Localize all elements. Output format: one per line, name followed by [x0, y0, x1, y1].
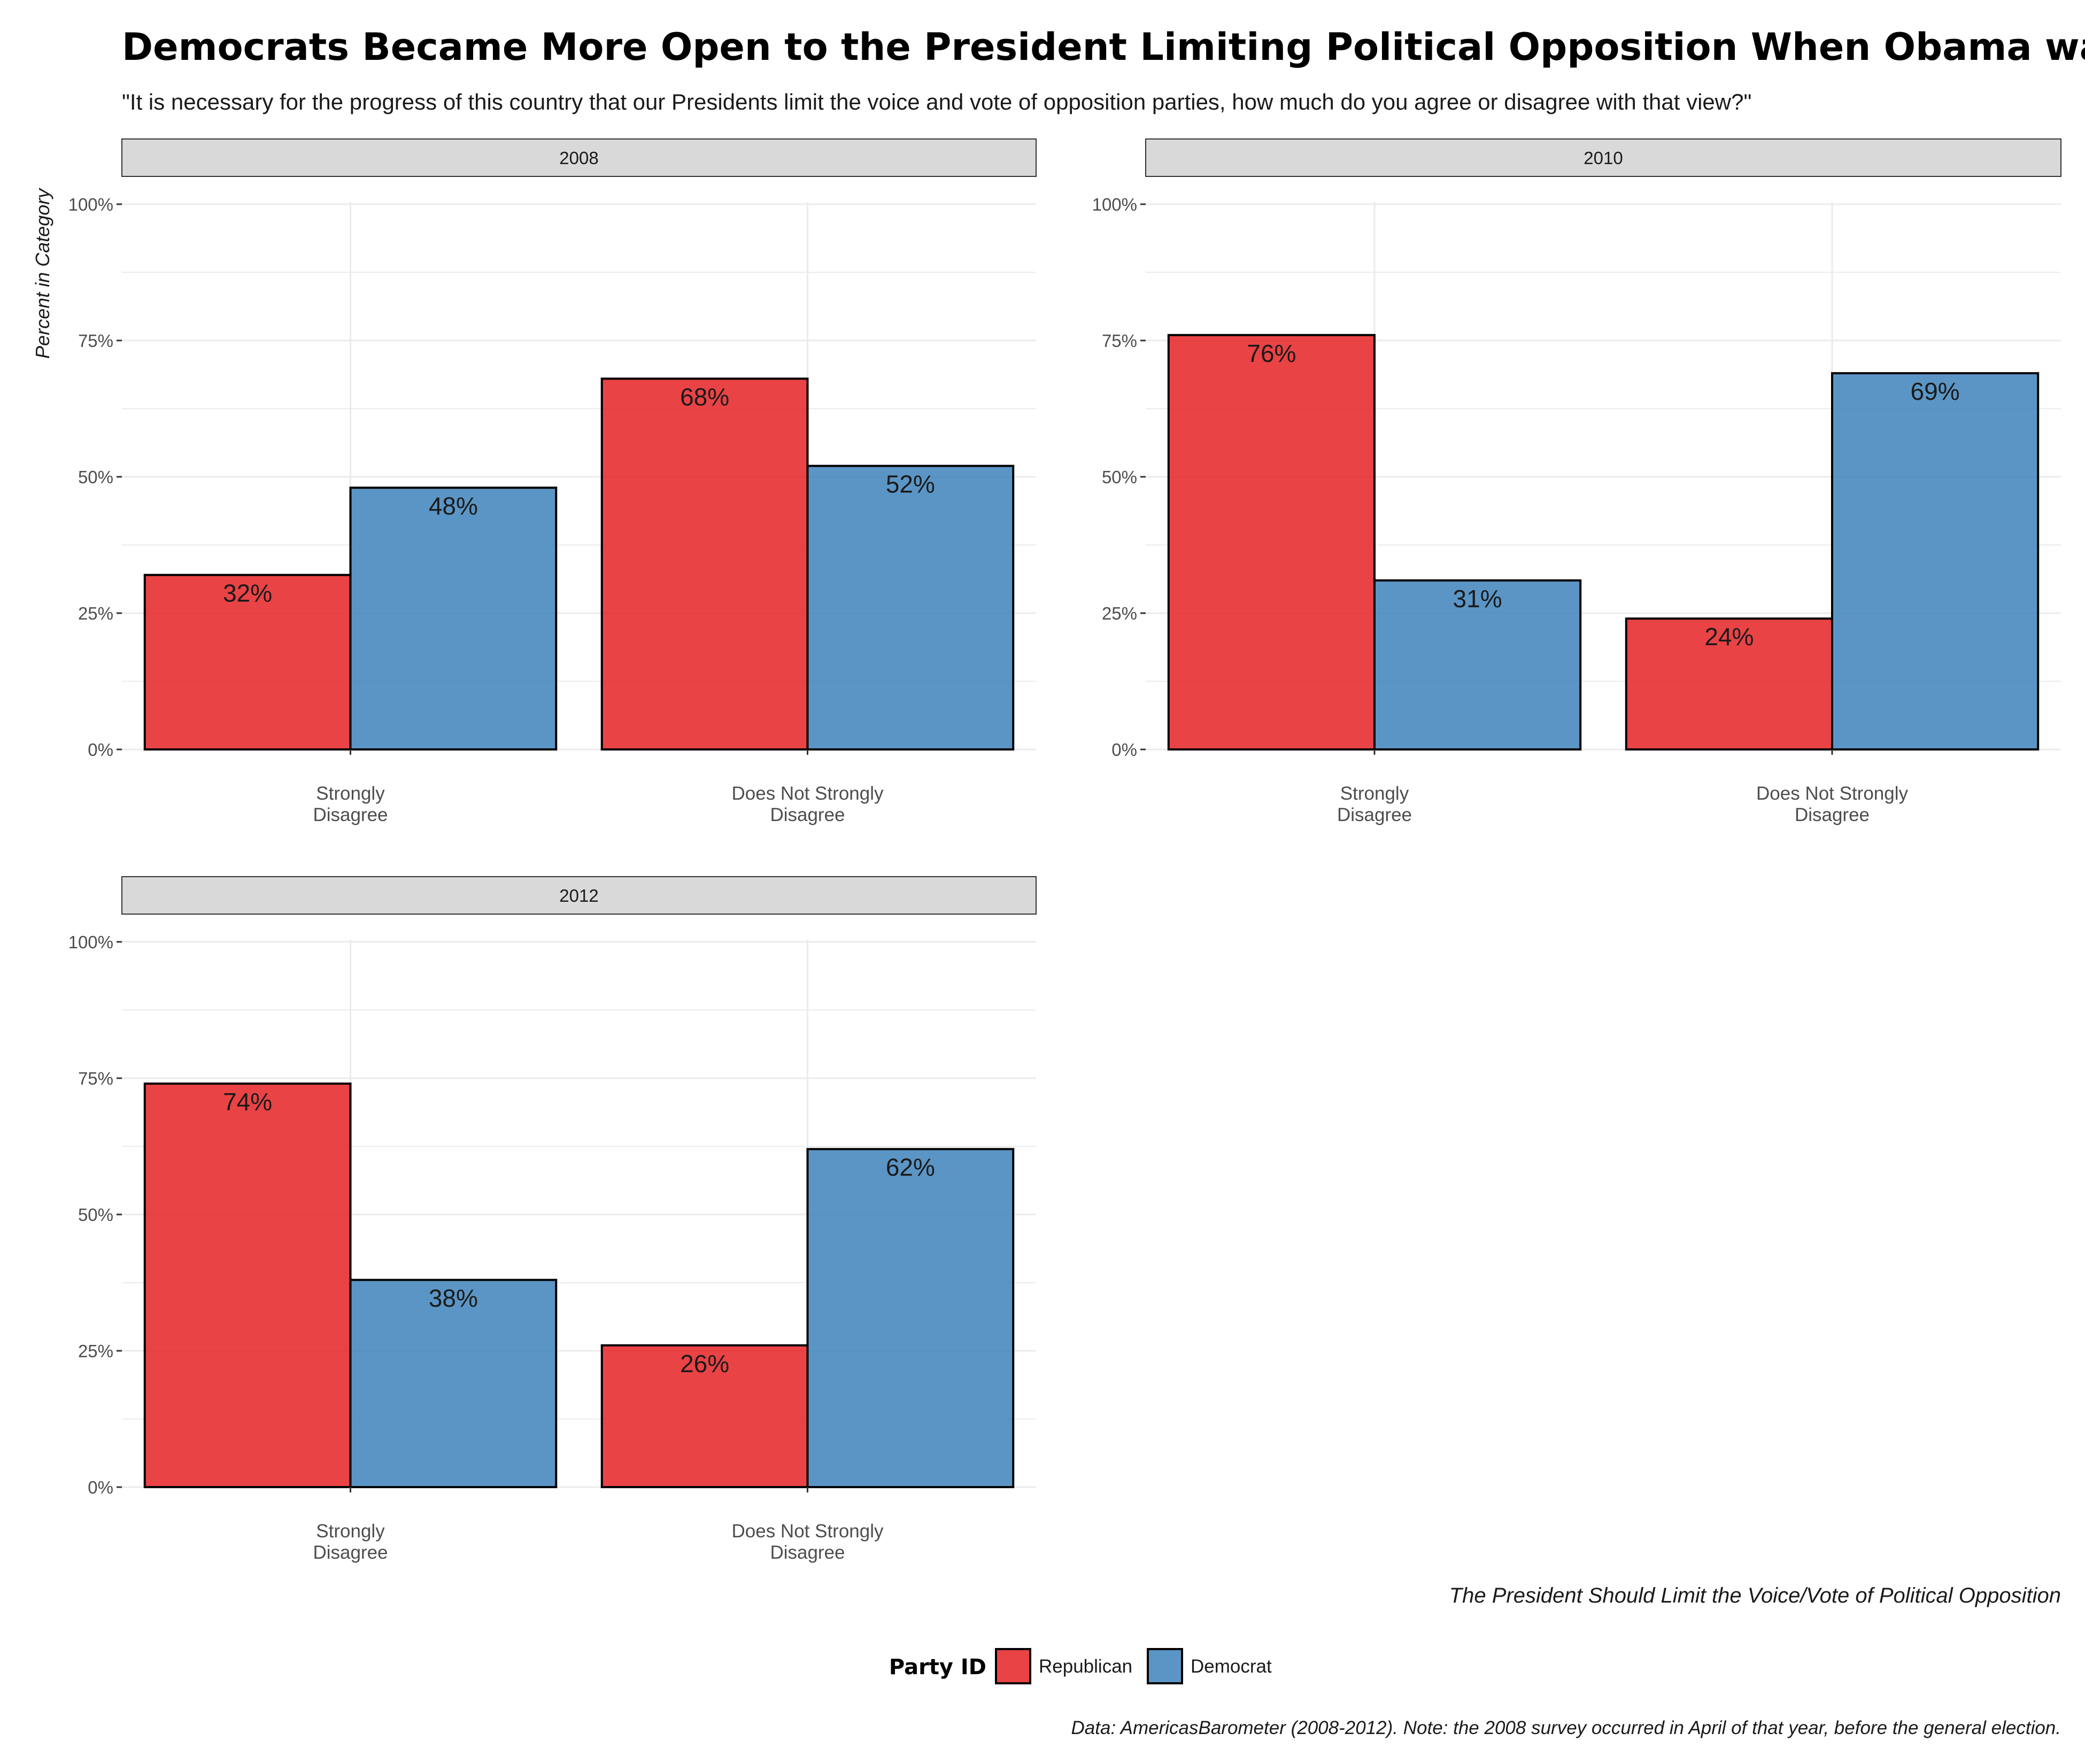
facet-strip-label: 2012: [559, 886, 598, 906]
bar-value-label: 68%: [680, 383, 729, 411]
legend: Party ID Republican Democrat: [889, 1648, 1272, 1684]
y-tick-label: 100%: [1092, 195, 1137, 214]
x-tick-label: Strongly Disagree: [313, 1521, 388, 1563]
bar-republican: [1167, 334, 1376, 751]
bar-republican: [600, 377, 809, 751]
bar-democrat: [1373, 579, 1582, 751]
bar-value-label: 38%: [429, 1284, 478, 1312]
facet-panel-2008: 2008 0% 25% 50% 75% 100% 32% 48% 68% 52% Strongly D…: [68, 138, 1037, 825]
facet-strip: [1145, 138, 2061, 177]
x-tick-label: Does Not Strongly Disagree: [731, 783, 884, 825]
x-tick-label: Does Not Strongly Disagree: [1756, 783, 1909, 825]
y-tick-label: 25%: [1102, 604, 1137, 623]
chart-title: Democrats Became More Open to the Presid…: [122, 25, 2085, 69]
bar-democrat: [349, 1279, 558, 1488]
bar-value-label: 62%: [886, 1154, 935, 1181]
bar-value-label: 74%: [223, 1088, 272, 1116]
x-axis-title: The President Should Limit the Voice/Vot…: [1449, 1584, 2061, 1607]
bar-democrat: [349, 486, 558, 751]
bar-republican: [1625, 617, 1834, 751]
y-tick-label: 100%: [68, 195, 113, 214]
facet-strip-label: 2008: [559, 148, 598, 168]
y-tick-label: 75%: [78, 331, 113, 351]
bar-value-label: 69%: [1911, 377, 1960, 405]
bar-value-label: 32%: [223, 579, 272, 607]
bar-democrat: [806, 1148, 1015, 1489]
legend-swatch-republican: [995, 1648, 1031, 1684]
y-tick-label: 75%: [1102, 331, 1137, 351]
bar-value-label: 48%: [429, 492, 478, 520]
bar-value-label: 24%: [1704, 623, 1754, 651]
facet-strip: [121, 138, 1037, 177]
x-tick-label: Does Not Strongly Disagree: [731, 1521, 884, 1563]
legend-label-republican: Republican: [1039, 1656, 1132, 1677]
x-tick-label: Strongly Disagree: [1337, 783, 1412, 825]
facet-panels: 2008 0% 25% 50% 75% 100% 32% 48% 68% 52% Strongly D…: [68, 138, 2061, 1563]
y-tick-label: 0%: [1111, 740, 1137, 760]
x-tick-label: Strongly Disagree: [313, 783, 388, 825]
y-tick-label: 0%: [88, 740, 113, 760]
bar-value-label: 52%: [886, 470, 935, 498]
facet-panel-2010: 2010 0% 25% 50% 75% 100% 76% 31% 24% 69% Strongly D…: [1092, 138, 2061, 825]
chart-subtitle: "It is necessary for the progress of thi…: [122, 89, 1751, 114]
y-tick-label: 0%: [88, 1477, 113, 1497]
bar-value-label: 76%: [1247, 339, 1296, 367]
facet-strip: [121, 876, 1037, 915]
chart-caption: Data: AmericasBarometer (2008-2012). Not…: [1071, 1717, 2061, 1738]
facet-panel-2012: 2012 0% 25% 50% 75% 100% 74% 38% 26% 62% Strongly D…: [68, 876, 1037, 1563]
legend-title: Party ID: [889, 1655, 986, 1680]
bar-value-label: 26%: [680, 1350, 729, 1378]
facet-strip-label: 2010: [1584, 148, 1623, 168]
legend-label-democrat: Democrat: [1191, 1656, 1272, 1677]
bar-republican: [143, 574, 352, 751]
bar-republican: [143, 1082, 352, 1488]
y-tick-label: 50%: [1102, 467, 1137, 487]
y-tick-label: 50%: [78, 1205, 113, 1225]
y-tick-label: 25%: [78, 1341, 113, 1361]
legend-swatch-democrat: [1147, 1648, 1183, 1684]
y-tick-label: 50%: [78, 467, 113, 487]
bar-republican: [600, 1344, 809, 1489]
bar-value-label: 31%: [1453, 585, 1502, 613]
bar-democrat: [1831, 372, 2040, 751]
y-tick-label: 100%: [68, 932, 113, 952]
y-axis-title: Percent in Category: [32, 188, 53, 359]
y-tick-label: 75%: [78, 1069, 113, 1088]
y-tick-label: 25%: [78, 604, 113, 623]
bar-democrat: [806, 465, 1015, 751]
